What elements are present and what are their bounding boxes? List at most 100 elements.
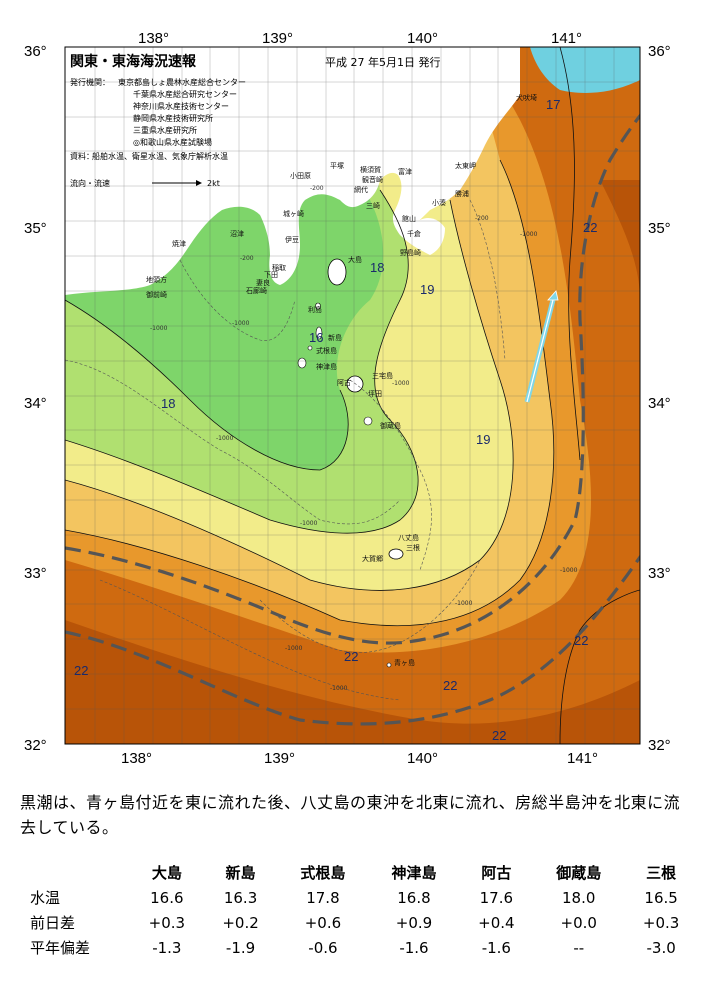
station-name: 新島	[225, 864, 256, 882]
lon-top-139: 139°	[262, 30, 293, 47]
shikinejima-island	[307, 345, 313, 351]
place-hachijojima: 八丈島	[398, 533, 419, 542]
isotherm-contours	[65, 47, 640, 744]
publisher-4: 静岡県水産技術研究所	[133, 113, 213, 123]
table-cell: -1.9	[225, 938, 256, 957]
boso-tip-land	[400, 217, 445, 255]
table-cell: --	[573, 938, 585, 957]
depth-label: -1000	[216, 435, 234, 442]
isotherm-label: 18	[370, 260, 384, 275]
place-katsuura: 勝浦	[455, 189, 469, 198]
place-mitsune: 三根	[406, 543, 420, 552]
table-cell: +0.6	[304, 913, 342, 932]
lat-left-33: 33°	[24, 565, 47, 582]
depth-contours	[65, 199, 506, 701]
isotherm-label: 22	[344, 649, 358, 664]
niijima-island	[315, 326, 323, 340]
map-frame	[64, 46, 641, 745]
lon-bottom-141: 141°	[567, 750, 598, 767]
isotherm-label: 16	[309, 330, 323, 345]
row-label: 前日差	[30, 914, 76, 932]
table-cell: -3.0	[646, 938, 676, 957]
table-cell: +0.0	[560, 913, 597, 932]
table-cell: +0.3	[148, 913, 186, 932]
zone-brown-south	[65, 620, 640, 744]
table-row: 水温 16.6 16.3 17.8 16.8 17.6 18.0 16.5	[18, 885, 698, 910]
depth-label: -1000	[285, 645, 303, 652]
table-row: 平年偏差 -1.3 -1.9 -0.6 -1.6 -1.6 -- -3.0	[18, 935, 698, 960]
current-arrow	[524, 290, 559, 403]
isotherm-label: 22	[492, 728, 506, 743]
depth-label: -1000	[392, 380, 410, 387]
publisher-1: 東京都島しょ農林水産総合センター	[118, 77, 246, 87]
legend-arrow-head	[196, 180, 202, 186]
mikurajima-island	[363, 416, 373, 426]
lat-left-34: 34°	[24, 395, 47, 412]
map-grid	[65, 47, 640, 744]
table-cell: 16.6	[150, 888, 184, 907]
place-names: 犬吠埼 太東岬 勝浦 小湊 館山 千倉 野島崎 富津 観音崎 横須賀 平塚 小田…	[146, 93, 537, 667]
table-cell: 18.0	[562, 888, 596, 907]
lat-left-32: 32°	[24, 737, 47, 754]
publisher-3: 神奈川県水産技術センター	[133, 101, 229, 111]
table-cell: 16.3	[223, 888, 258, 907]
place-shikinejima: 式根島	[316, 346, 337, 355]
issue-date: 平成 27 年5月1日 発行	[325, 55, 440, 69]
isotherm-label: 18	[161, 396, 175, 411]
legend-label: 流向・流速	[70, 178, 110, 188]
place-okago: 大賀郷	[362, 554, 383, 563]
lon-top-138: 138°	[138, 30, 169, 47]
lon-bottom-140: 140°	[407, 750, 438, 767]
station-name: 三根	[646, 864, 677, 882]
lon-top-141: 141°	[551, 30, 582, 47]
place-niijima: 新島	[328, 333, 342, 342]
table-cell: 17.8	[306, 888, 340, 907]
sources-text: 船舶水温、衛星水温、気象庁解析水温	[92, 151, 228, 161]
place-mera: 妻良	[256, 278, 270, 287]
station-name: 式根島	[300, 864, 346, 882]
sources-label: 資料：	[70, 151, 94, 161]
place-jogasaki: 城ヶ崎	[283, 209, 304, 218]
place-odawara: 小田原	[290, 171, 311, 180]
depth-label: -1000	[520, 231, 538, 238]
station-name: 大島	[151, 864, 182, 882]
lat-left-36: 36°	[24, 43, 47, 60]
table-cell: 16.8	[397, 888, 431, 907]
lat-right-35: 35°	[648, 220, 671, 237]
place-toshima: 利島	[308, 305, 322, 314]
depth-label: -1000	[150, 325, 168, 332]
place-hiratsuka: 平塚	[330, 161, 344, 170]
lat-left-35: 35°	[24, 220, 47, 237]
place-chikyu: 地頭方	[146, 275, 167, 284]
table-cell: 16.5	[644, 888, 678, 907]
oshima-island	[327, 258, 347, 286]
table-cell: -1.6	[399, 938, 429, 957]
place-shimoda: 下田	[264, 271, 278, 279]
place-aogashima: 青ヶ島	[394, 658, 415, 667]
place-omaezaki: 御前崎	[146, 290, 167, 299]
temperature-field	[65, 47, 640, 744]
honshu-land	[65, 47, 520, 295]
place-irozaki: 石廊崎	[246, 286, 267, 295]
place-inubozaki: 犬吠埼	[516, 93, 537, 102]
place-kannonzaki: 観音崎	[362, 175, 383, 184]
place-kozushima: 神津島	[316, 362, 337, 371]
publisher-2: 千葉県水産総合研究センター	[133, 89, 237, 99]
publisher-5: 三重県水産研究所	[133, 125, 197, 135]
place-tsubota: 坪田	[368, 390, 382, 398]
depth-label: -200	[475, 215, 489, 222]
row-label: 水温	[30, 889, 61, 907]
place-misaki: 三崎	[366, 201, 380, 210]
lat-right-34: 34°	[648, 395, 671, 412]
table-cell: -1.6	[481, 938, 511, 957]
lon-top-140: 140°	[407, 30, 438, 47]
station-name: 阿古	[481, 864, 512, 882]
place-mikurajima: 御蔵島	[380, 421, 401, 430]
station-temperature-table: 大島 新島 式根島 神津島 阿古 御蔵島 三根 水温 16.6 16.3 17.…	[18, 860, 698, 960]
place-ahogo: 阿古	[337, 378, 351, 387]
legend-scale: 2kt	[207, 179, 220, 188]
depth-label: -1000	[455, 600, 473, 607]
aogashima-island	[386, 662, 392, 668]
place-kominato: 小湊	[432, 198, 446, 207]
place-futtsu: 富津	[398, 167, 412, 176]
